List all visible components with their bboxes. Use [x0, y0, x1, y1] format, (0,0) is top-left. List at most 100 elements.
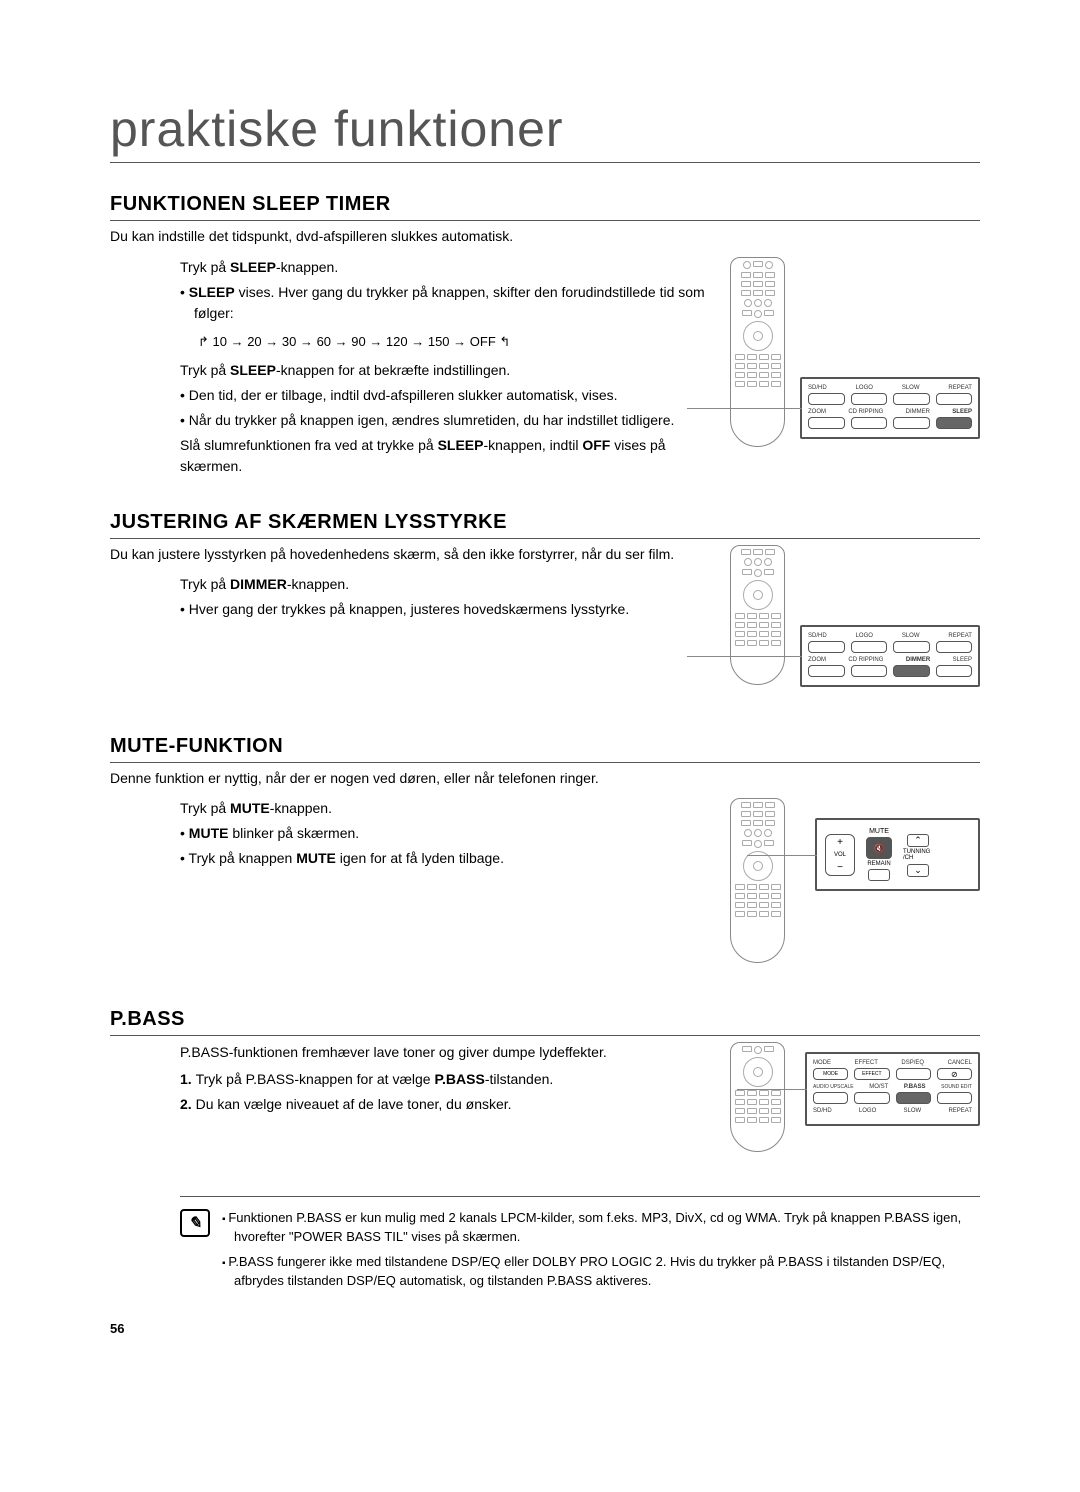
lbl: SLEEP — [953, 657, 972, 663]
t: -knappen, indtil — [483, 437, 582, 453]
remote-body — [730, 798, 785, 963]
mute-bullet1: MUTE blinker på skærmen. — [194, 823, 710, 844]
t: igen for at få lyden tilbage. — [336, 850, 504, 866]
text-col-sleep: Tryk på SLEEP-knappen. SLEEP vises. Hver… — [110, 257, 710, 481]
lbl: SLOW — [904, 1108, 922, 1114]
t: SLEEP — [189, 284, 235, 300]
intro-mute: Denne funktion er nyttig, når der er nog… — [110, 769, 980, 789]
t: 10 → 20 → 30 → 60 → 90 → 120 → 150 → OFF — [213, 334, 496, 349]
t: Tryk på knappen — [189, 850, 297, 866]
mute-button-highlight: 🔇 — [866, 837, 892, 859]
lbl: DIMMER — [906, 657, 930, 663]
lbl: CANCEL — [948, 1060, 972, 1066]
t: OFF — [582, 437, 610, 453]
t: P.BASS — [434, 1071, 484, 1087]
t: DIMMER — [230, 576, 287, 592]
t: SLEEP — [438, 437, 484, 453]
lbl: MO/ST — [869, 1084, 888, 1090]
vol-rocker: + VOL − — [825, 834, 855, 876]
t: SLEEP — [230, 259, 276, 275]
sleep-button-highlight — [936, 417, 973, 429]
t: Du kan vælge niveauet af de lave toner, … — [196, 1096, 512, 1112]
dimmer-step: Tryk på DIMMER-knappen. — [180, 574, 710, 595]
sleep-off: Slå slumrefunktionen fra ved at trykke p… — [180, 435, 710, 477]
lbl: MODE — [813, 1060, 831, 1066]
dimmer-bullet: Hver gang der trykkes på knappen, juster… — [194, 599, 710, 620]
lbl: SD/HD — [808, 385, 827, 391]
t: -knappen. — [287, 576, 349, 592]
remote-body — [730, 257, 785, 447]
t: Tryk på P.BASS-knappen for at vælge — [196, 1071, 435, 1087]
lbl: SOUND EDIT — [941, 1084, 972, 1090]
lbl: ZOOM — [808, 657, 826, 663]
t: Tryk på — [180, 576, 230, 592]
lbl: SLOW — [902, 633, 920, 639]
t: Slå slumrefunktionen fra ved at trykke p… — [180, 437, 438, 453]
tuning-rocker: ⌃ TUNNING /CH ⌄ — [903, 834, 933, 876]
t: -tilstanden. — [485, 1071, 553, 1087]
callout-sleep: SD/HD LOGO SLOW REPEAT ZOOM CD RIPPING D… — [800, 377, 980, 439]
pbass-item2: 2. Du kan vælge niveauet af de lave tone… — [180, 1094, 710, 1115]
t: SLEEP — [230, 362, 276, 378]
lbl: SD/HD — [808, 633, 827, 639]
pbass-button-highlight — [896, 1092, 931, 1104]
remote-body — [730, 545, 785, 685]
intro-pbass: P.BASS-funktionen fremhæver lave toner o… — [180, 1042, 710, 1063]
t: Tryk på — [180, 259, 230, 275]
remote-body — [730, 1042, 785, 1152]
lbl: REPEAT — [948, 385, 972, 391]
t: MUTE — [296, 850, 336, 866]
t: blinker på skærmen. — [228, 825, 359, 841]
remote-diagram-pbass: MODE EFFECT DSP/EQ CANCEL MODE EFFECT ⊘ … — [730, 1042, 980, 1172]
t: MUTE — [230, 800, 270, 816]
lbl: LOGO — [856, 633, 873, 639]
remote-diagram-dimmer: SD/HD LOGO SLOW REPEAT ZOOM CD RIPPING D… — [730, 545, 980, 705]
lbl: SLOW — [902, 385, 920, 391]
lbl: VOL — [834, 852, 846, 858]
section-heading-dimmer: JUSTERING AF SKÆRMEN LYSSTYRKE — [110, 511, 980, 539]
lbl: REPEAT — [948, 1108, 972, 1114]
lbl: LOGO — [856, 385, 873, 391]
intro-dimmer: Du kan justere lysstyrken på hovedenhede… — [110, 545, 710, 565]
remote-diagram-mute: + VOL − MUTE 🔇 REMAIN ⌃ TUNNING /CH ⌄ — [730, 798, 980, 978]
lbl: EFFECT — [855, 1060, 878, 1066]
t: -knappen. — [270, 800, 332, 816]
t: vises. Hver gang du trykker på knappen, … — [194, 284, 705, 321]
lbl: MUTE — [869, 828, 889, 835]
note-box: ✎ Funktionen P.BASS er kun mulig med 2 k… — [180, 1196, 980, 1296]
t: Tryk på — [180, 362, 230, 378]
t: MUTE — [189, 825, 229, 841]
sleep-sequence: ↱ 10 → 20 → 30 → 60 → 90 → 120 → 150 → O… — [198, 334, 510, 350]
mute-step: Tryk på MUTE-knappen. — [180, 798, 710, 819]
sleep-bullet2: Den tid, der er tilbage, indtil dvd-afsp… — [194, 385, 710, 406]
section-heading-mute: MUTE-FUNKTION — [110, 735, 980, 763]
lbl: DSP/EQ — [901, 1060, 924, 1066]
sleep-step1: Tryk på SLEEP-knappen. — [180, 257, 710, 278]
note-1: Funktionen P.BASS er kun mulig med 2 kan… — [234, 1209, 980, 1247]
mute-bullet2: Tryk på knappen MUTE igen for at få lyde… — [194, 848, 710, 869]
sleep-step2: Tryk på SLEEP-knappen for at bekræfte in… — [180, 360, 710, 381]
t: -knappen for at bekræfte indstillingen. — [276, 362, 510, 378]
lbl: REMAIN — [865, 861, 893, 867]
lbl: AUDIO UPSCALE — [813, 1084, 854, 1090]
dimmer-button-highlight — [893, 665, 930, 677]
sleep-bullet3: Når du trykker på knappen igen, ændres s… — [194, 410, 710, 431]
lbl: REPEAT — [948, 633, 972, 639]
note-2: P.BASS fungerer ikke med tilstandene DSP… — [234, 1253, 980, 1291]
page-number: 56 — [110, 1321, 980, 1336]
section-heading-pbass: P.BASS — [110, 1008, 980, 1036]
callout-dimmer: SD/HD LOGO SLOW REPEAT ZOOM CD RIPPING D… — [800, 625, 980, 687]
t: Tryk på — [180, 800, 230, 816]
lbl: LOGO — [859, 1108, 876, 1114]
lbl: CD RIPPING — [848, 657, 883, 663]
pbass-item1: 1. Tryk på P.BASS-knappen for at vælge P… — [180, 1069, 710, 1090]
remote-diagram-sleep: SD/HD LOGO SLOW REPEAT ZOOM CD RIPPING D… — [730, 257, 980, 467]
t: -knappen. — [276, 259, 338, 275]
lbl: SD/HD — [813, 1108, 832, 1114]
lbl: TUNNING /CH — [903, 849, 933, 862]
lbl: CD RIPPING — [848, 409, 883, 415]
lbl: DIMMER — [906, 409, 930, 415]
note-icon: ✎ — [180, 1209, 210, 1237]
callout-pbass: MODE EFFECT DSP/EQ CANCEL MODE EFFECT ⊘ … — [805, 1052, 980, 1126]
sleep-bullet1: SLEEP vises. Hver gang du trykker på kna… — [194, 282, 710, 324]
